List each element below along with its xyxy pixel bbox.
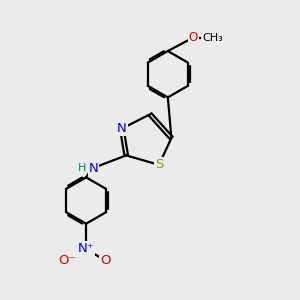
Text: N⁺: N⁺ [78,242,94,256]
Text: S: S [155,158,163,171]
Text: H: H [78,164,87,173]
Text: N: N [89,162,98,175]
Text: O⁻: O⁻ [58,254,76,267]
Text: O: O [188,31,198,44]
Text: O: O [100,254,111,267]
Text: N: N [117,122,127,135]
Text: CH₃: CH₃ [202,33,223,43]
